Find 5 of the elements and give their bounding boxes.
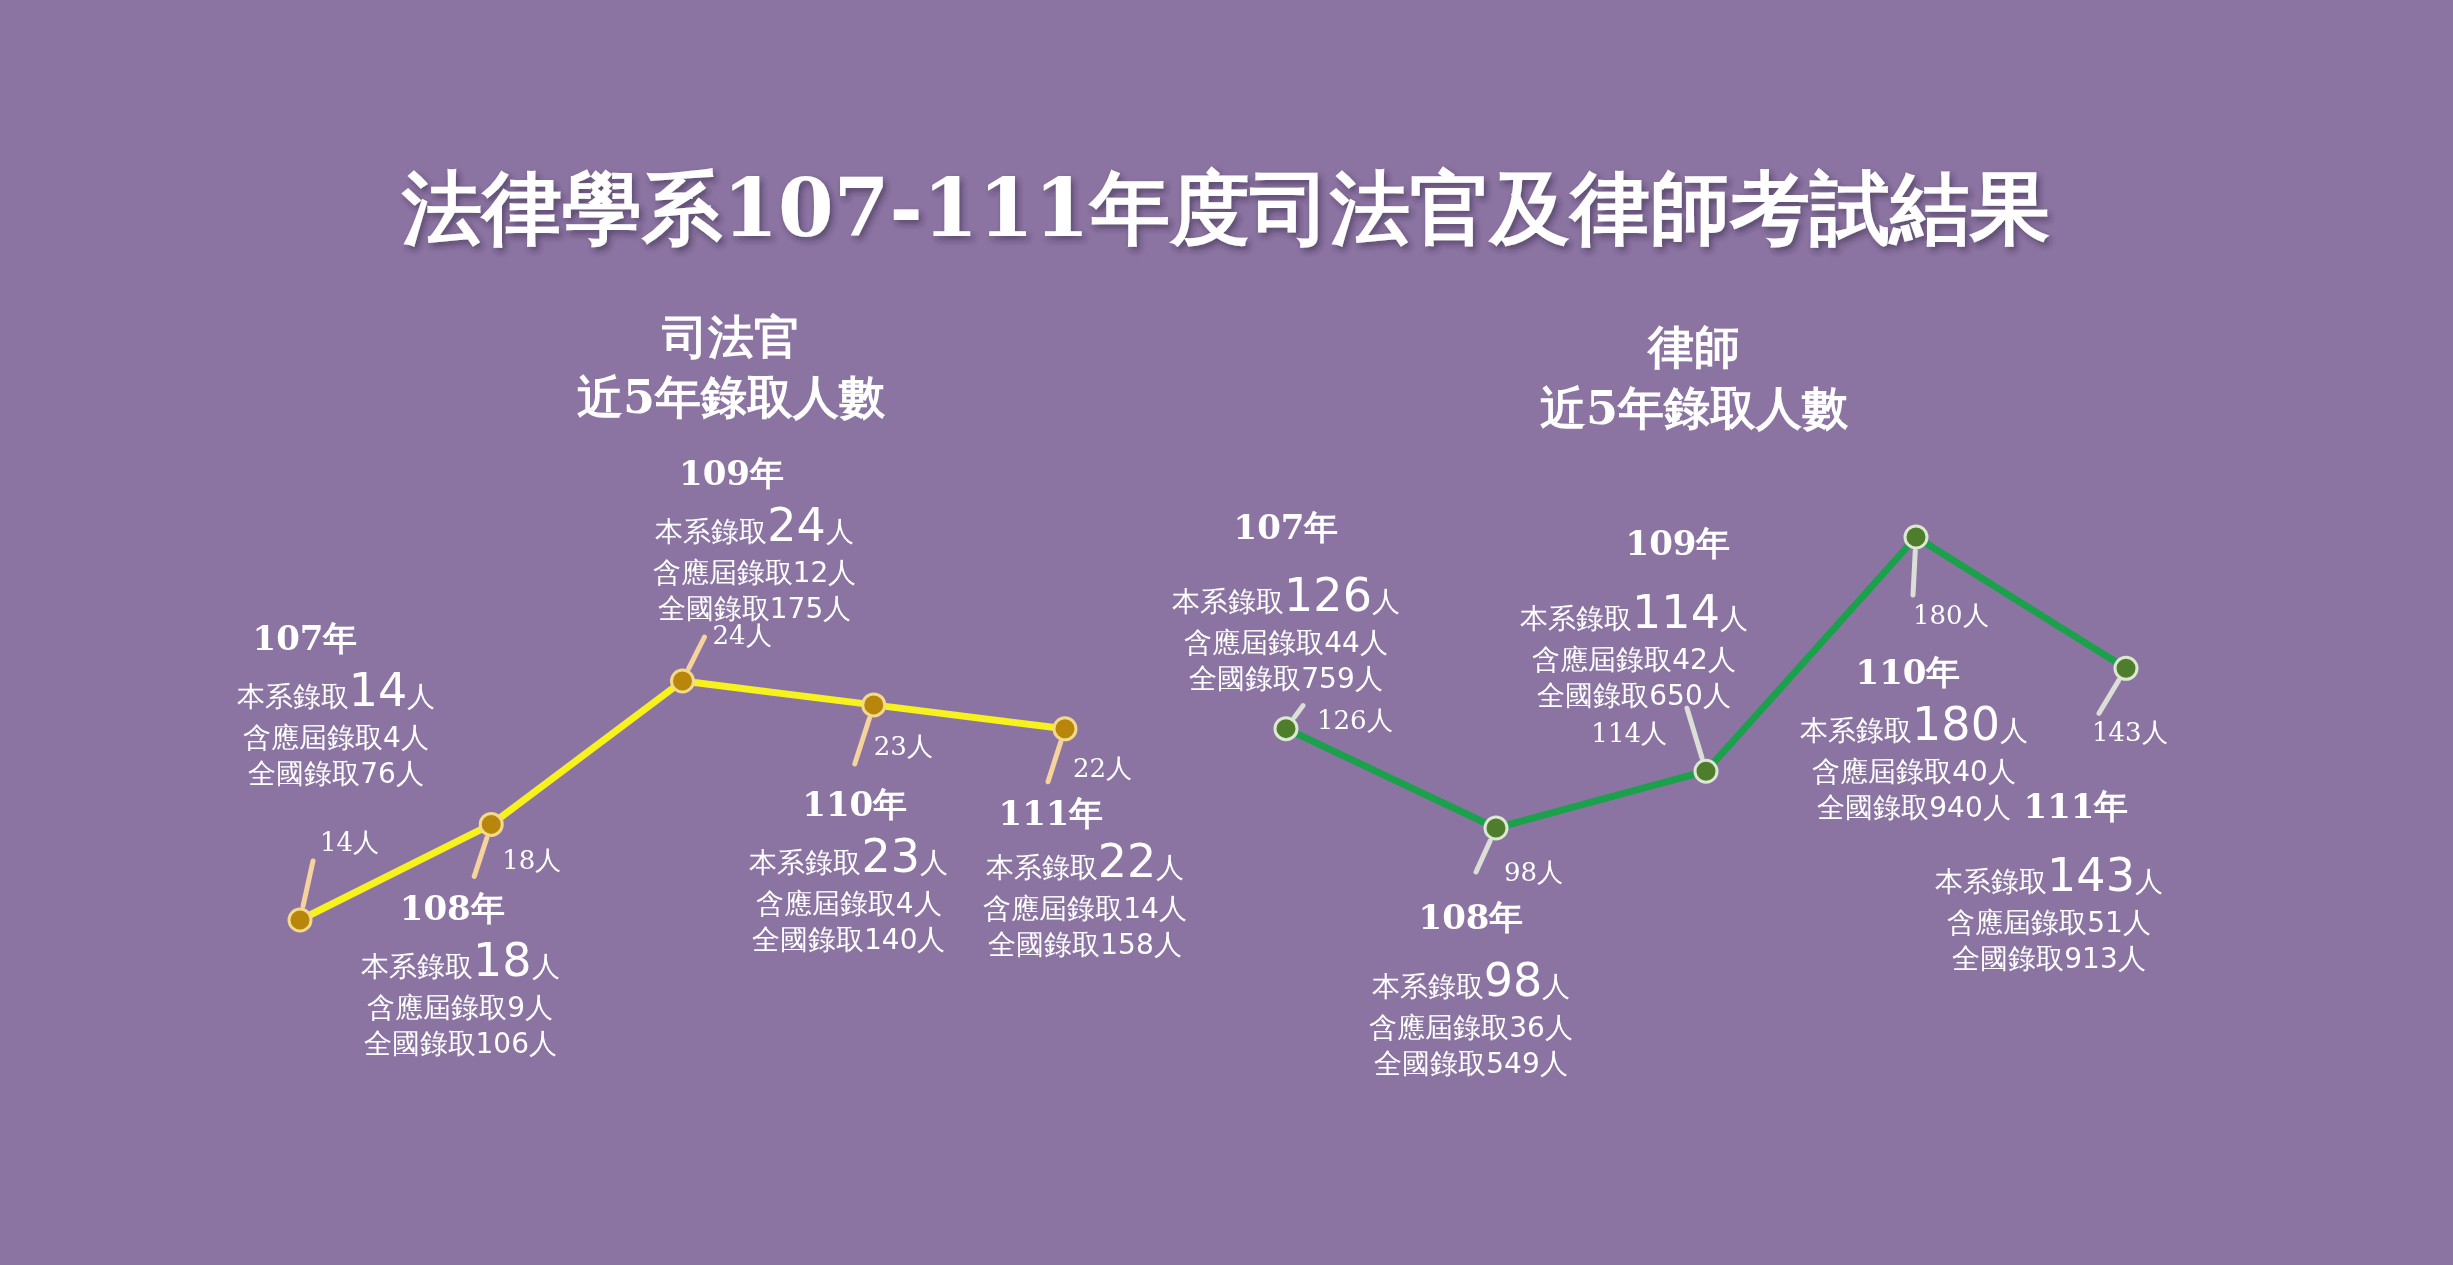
- title: 司法官: [662, 310, 800, 364]
- title: 法律學系107-111年度司法官及律師考試結果: [402, 161, 2050, 255]
- subtitle: 近5年錄取人數: [1540, 381, 1848, 435]
- title: 律師: [1648, 320, 1740, 374]
- subtitle: 近5年錄取人數: [577, 370, 885, 424]
